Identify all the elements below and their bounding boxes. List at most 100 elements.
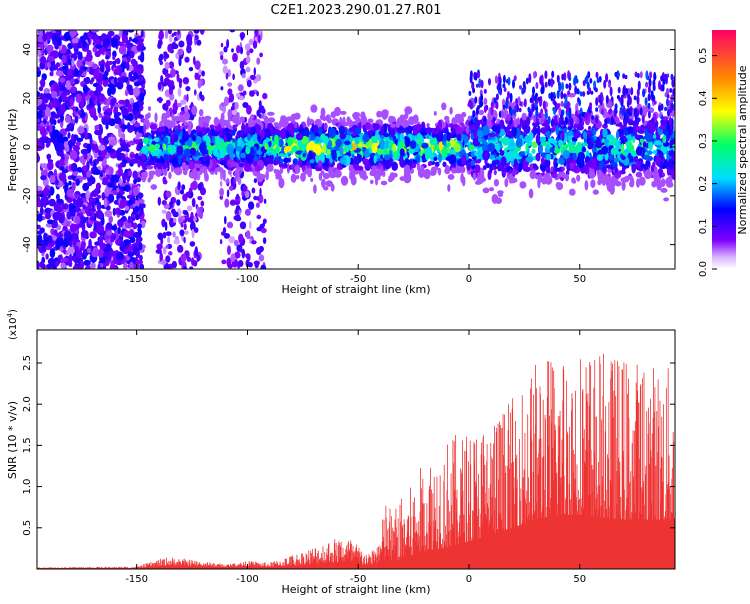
heat-cell xyxy=(146,165,153,169)
heat-cell xyxy=(227,122,231,127)
heat-cell xyxy=(200,207,203,212)
heat-cell xyxy=(170,145,177,154)
heat-cell xyxy=(183,237,185,244)
heat-cell xyxy=(658,105,661,111)
heat-cell xyxy=(420,165,424,175)
heat-cell xyxy=(392,163,396,169)
heat-cell xyxy=(536,134,541,144)
heat-cell xyxy=(248,117,251,127)
heat-cell xyxy=(651,117,654,124)
heat-cell xyxy=(71,58,74,67)
heat-cell xyxy=(504,178,508,187)
heat-cell xyxy=(196,40,201,46)
heat-cell xyxy=(360,111,365,120)
heat-cell xyxy=(151,133,154,140)
heat-cell xyxy=(576,157,579,165)
heat-cell xyxy=(52,99,57,109)
heat-cell xyxy=(656,175,660,182)
heat-cell xyxy=(77,51,81,60)
heat-cell xyxy=(516,138,523,148)
heat-cell xyxy=(580,91,583,96)
x-tick-label: 0 xyxy=(466,274,472,285)
heat-cell xyxy=(644,169,652,179)
heat-cell xyxy=(111,225,117,230)
heat-cell xyxy=(56,237,63,245)
heat-cell xyxy=(593,152,597,158)
heat-cell xyxy=(224,135,227,143)
heat-cell xyxy=(605,164,612,168)
heat-cell xyxy=(335,139,341,147)
heat-cell xyxy=(296,133,303,140)
heat-cell xyxy=(514,159,518,168)
heat-cell xyxy=(79,198,83,202)
heat-cell xyxy=(408,116,416,125)
heat-cell xyxy=(468,91,471,96)
heat-cell xyxy=(245,209,251,216)
heat-cell xyxy=(254,119,261,124)
heat-cell xyxy=(250,147,254,155)
heat-cell xyxy=(194,89,197,95)
heat-cell xyxy=(265,171,269,181)
heat-cell xyxy=(99,259,105,264)
heat-cell xyxy=(286,116,293,121)
heat-cell xyxy=(202,166,208,174)
heat-cell xyxy=(122,34,128,43)
heat-cell xyxy=(60,247,64,252)
heat-cell xyxy=(47,161,54,170)
heat-cell xyxy=(168,172,171,179)
heat-cell xyxy=(441,103,446,111)
heat-cell xyxy=(161,259,166,265)
heat-cell xyxy=(178,88,182,97)
heat-cell xyxy=(127,219,132,223)
heat-cell xyxy=(65,182,69,189)
heat-cell xyxy=(302,165,306,170)
heat-cell xyxy=(373,123,380,130)
heat-cell xyxy=(95,39,103,44)
heat-cell xyxy=(280,158,283,164)
heat-cell xyxy=(236,45,240,53)
heat-cell xyxy=(597,180,601,186)
heat-cell xyxy=(254,156,258,162)
heat-cell xyxy=(321,134,326,141)
heat-cell xyxy=(579,118,582,123)
heat-cell xyxy=(206,117,210,124)
heat-cell xyxy=(42,110,45,117)
heat-cell xyxy=(310,104,317,112)
heat-cell xyxy=(64,141,68,148)
heat-cell xyxy=(559,157,564,163)
heat-cell xyxy=(668,100,671,105)
heat-cell xyxy=(339,147,344,155)
heat-cell xyxy=(331,111,337,118)
heat-cell xyxy=(85,56,93,62)
heat-cell xyxy=(175,167,183,175)
heat-cell xyxy=(610,101,613,109)
heat-cell xyxy=(93,115,98,121)
heat-cell xyxy=(240,116,245,122)
heat-cell xyxy=(128,244,132,252)
x-tick-label: -150 xyxy=(125,274,148,285)
heat-cell xyxy=(68,181,72,186)
heat-cell xyxy=(283,157,289,163)
heat-cell xyxy=(264,199,267,204)
heat-cell xyxy=(627,143,630,148)
heat-cell xyxy=(323,186,328,190)
heat-cell xyxy=(534,102,537,107)
heat-cell xyxy=(58,37,62,46)
heat-cell xyxy=(74,224,80,231)
heat-cell xyxy=(184,121,188,125)
heat-cell xyxy=(254,261,260,266)
heat-cell xyxy=(415,124,422,129)
heat-cell xyxy=(524,98,527,107)
heat-cell xyxy=(53,119,56,125)
heat-cell xyxy=(243,91,247,96)
heat-cell xyxy=(229,236,235,243)
heat-cell xyxy=(241,124,246,132)
heat-cell xyxy=(576,88,579,94)
heat-cell xyxy=(85,77,91,84)
heat-cell xyxy=(667,94,670,98)
heat-cell xyxy=(365,149,370,158)
heat-cell xyxy=(645,70,648,79)
heat-cell xyxy=(62,55,67,64)
heat-cell xyxy=(513,108,516,115)
